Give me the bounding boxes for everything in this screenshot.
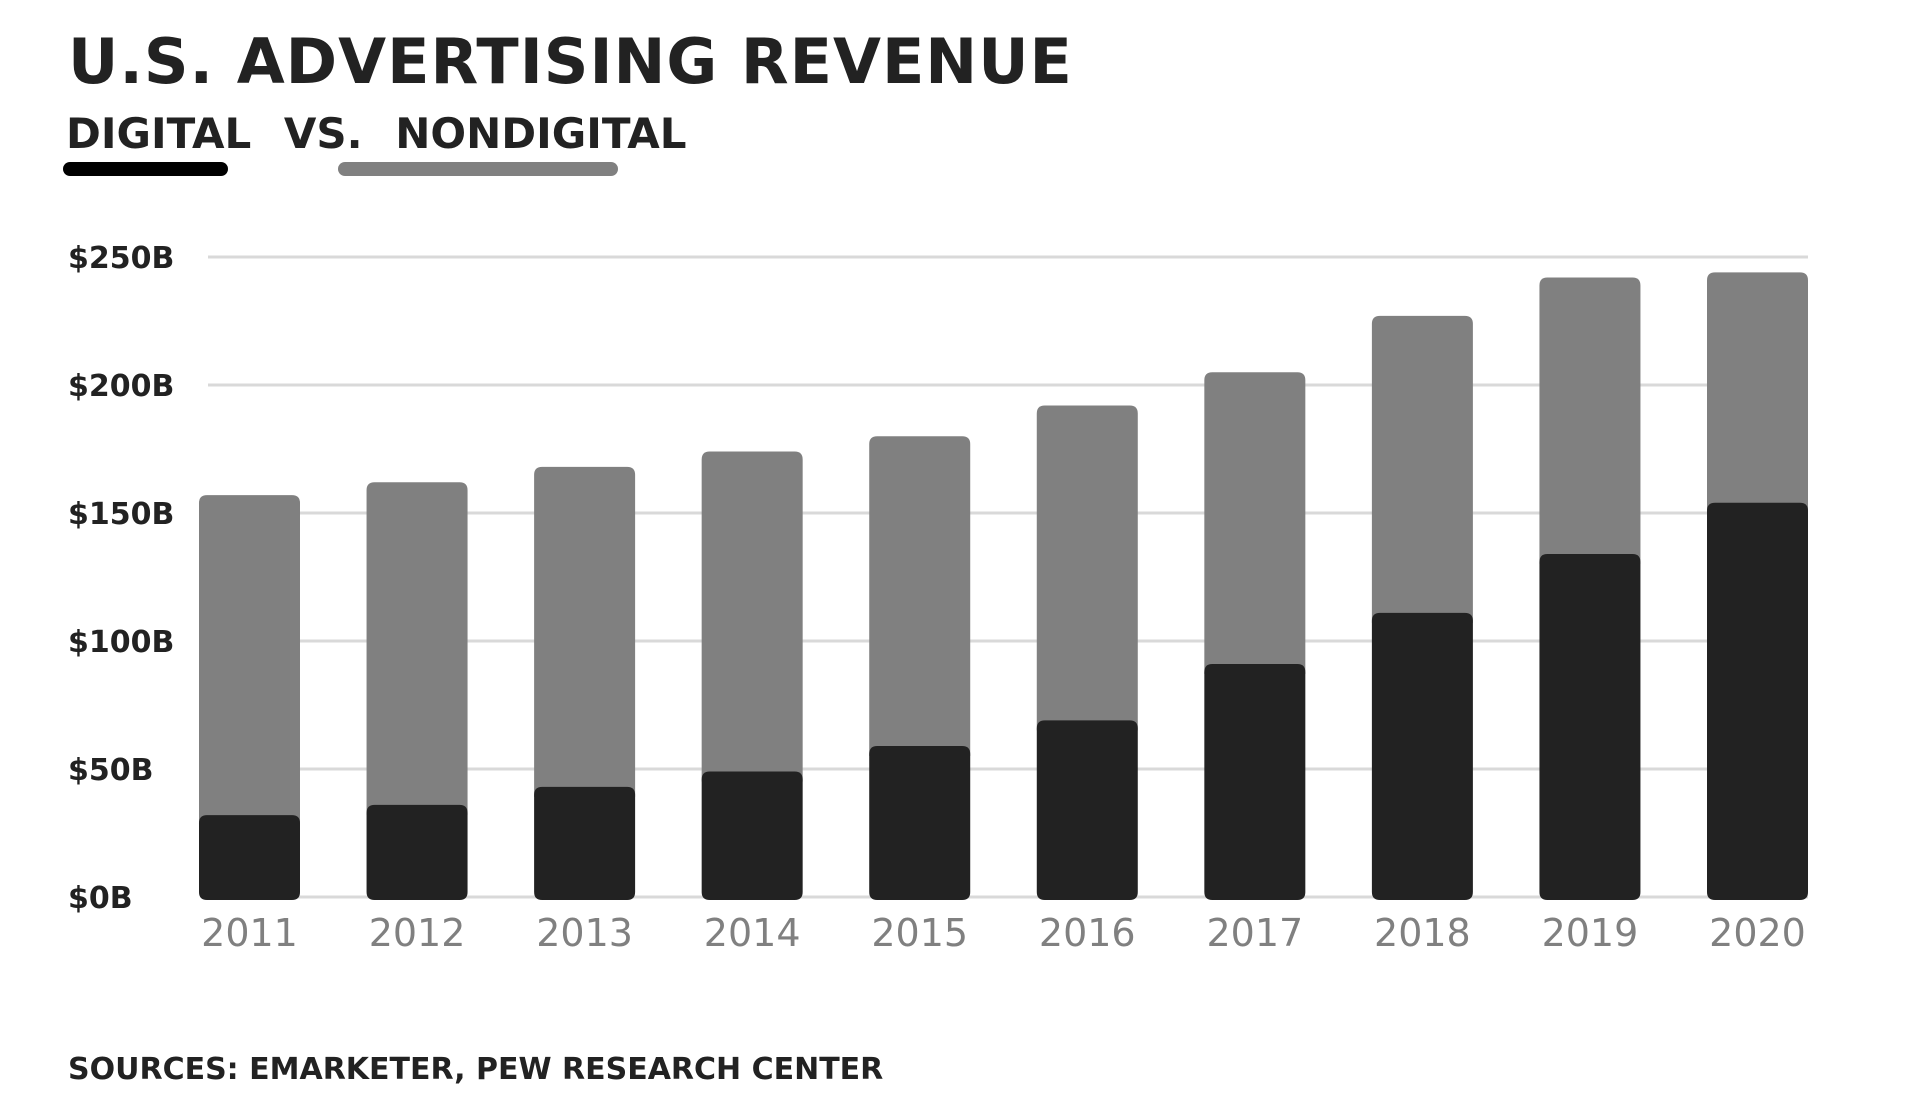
stacked-bar-chart: $0B $50B $100B $150B $200B $250B 2011 2012 2013… xyxy=(68,241,1808,955)
bar-digital-2015 xyxy=(869,745,971,900)
bar-nondigital-2011 xyxy=(199,495,300,826)
y-tick-label: $100B xyxy=(68,625,174,660)
bar-nondigital-2015 xyxy=(869,436,971,756)
y-tick-label: $250B xyxy=(68,241,174,276)
bar-nondigital-2012 xyxy=(366,482,468,815)
bar-digital-2019 xyxy=(1539,553,1641,900)
bar-digital-2012 xyxy=(366,804,468,900)
bars xyxy=(199,272,1808,900)
bar-nondigital-2013 xyxy=(534,466,636,797)
bar-digital-2018 xyxy=(1371,612,1473,900)
x-tick-label: 2016 xyxy=(1039,911,1136,955)
chart-subtitle: DIGITAL VS. NONDIGITAL xyxy=(66,108,686,160)
y-tick-label: $0B xyxy=(68,881,133,916)
bar-nondigital-2014 xyxy=(701,451,803,782)
x-tick-label: 2013 xyxy=(536,911,633,955)
x-tick-label: 2017 xyxy=(1206,911,1303,955)
y-axis-tick-labels: $0B $50B $100B $150B $200B $250B xyxy=(68,241,174,916)
x-tick-label: 2015 xyxy=(871,911,968,955)
bar-digital-2016 xyxy=(1036,720,1138,900)
bar-digital-2020 xyxy=(1707,502,1808,900)
y-tick-label: $150B xyxy=(68,497,174,532)
chart-title: U.S. ADVERTISING REVENUE xyxy=(68,25,1073,98)
x-tick-label: 2011 xyxy=(201,911,298,955)
subtitle-vs: VS. xyxy=(283,109,363,158)
bar-nondigital-2017 xyxy=(1204,372,1306,675)
bar-digital-2013 xyxy=(534,786,636,900)
bar-digital-2014 xyxy=(701,771,803,900)
legend-label-nondigital: NONDIGITAL xyxy=(395,109,687,158)
y-tick-label: $200B xyxy=(68,369,174,404)
bar-digital-2011 xyxy=(199,815,300,900)
y-tick-label: $50B xyxy=(68,753,154,788)
x-tick-label: 2014 xyxy=(704,911,801,955)
x-tick-label: 2020 xyxy=(1709,911,1806,955)
legend-swatch-nondigital xyxy=(338,162,618,176)
x-axis-tick-labels: 2011 2012 2013 2014 2015 2016 2017 2018 2019 2020 xyxy=(201,911,1806,955)
x-tick-label: 2018 xyxy=(1374,911,1471,955)
legend-swatch-digital xyxy=(63,162,228,176)
legend-label-digital: DIGITAL xyxy=(66,109,252,158)
bar-nondigital-2020 xyxy=(1707,272,1808,513)
source-note: SOURCES: EMARKETER, PEW RESEARCH CENTER xyxy=(68,1052,884,1087)
bar-digital-2017 xyxy=(1204,664,1306,900)
x-tick-label: 2012 xyxy=(369,911,466,955)
x-tick-label: 2019 xyxy=(1542,911,1639,955)
bar-nondigital-2019 xyxy=(1539,277,1641,564)
bar-nondigital-2018 xyxy=(1371,315,1473,623)
bar-nondigital-2016 xyxy=(1036,405,1138,731)
